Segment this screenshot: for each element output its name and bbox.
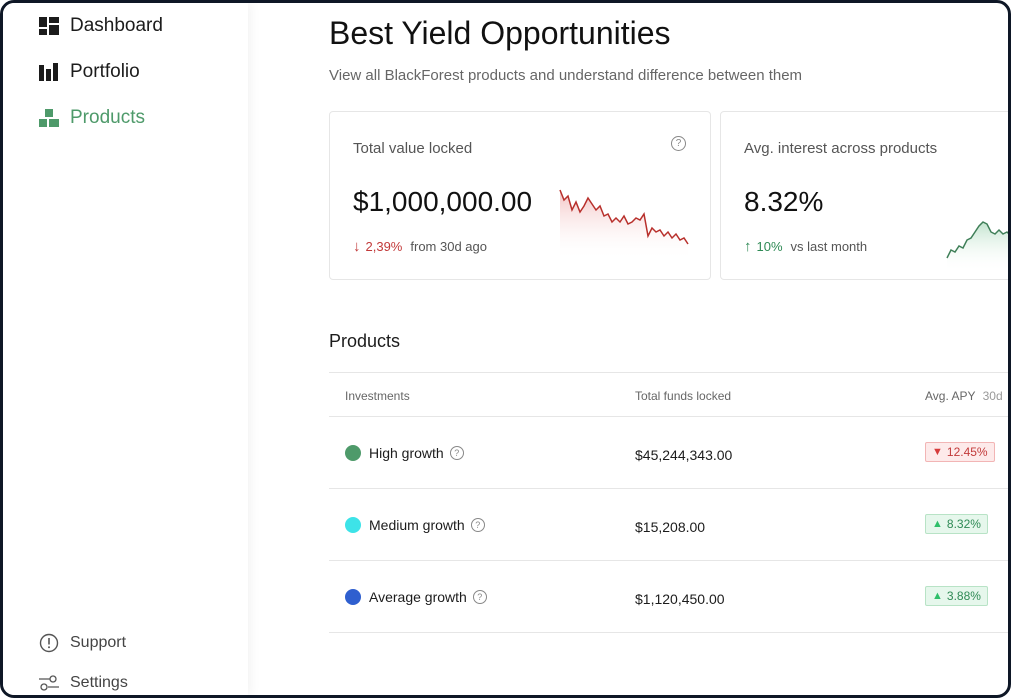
apy-value: 3.88% (946, 589, 981, 603)
sidebar-item-label: Portfolio (70, 61, 140, 82)
triangle-down-icon: ▼ (932, 446, 943, 458)
product-name-cell: Medium growth ? (345, 517, 485, 533)
delta-note: from 30d ago (410, 239, 487, 254)
table-row[interactable]: Medium growth ? $15,208.00 ▲ 8.32% (329, 489, 1008, 561)
funds-cell: $45,244,343.00 (635, 447, 733, 463)
help-icon[interactable]: ? (472, 590, 487, 604)
section-title-products: Products (329, 331, 401, 351)
color-dot (345, 445, 361, 461)
stat-card-avg-interest: Avg. interest across products 8.32% ↑ 10… (720, 111, 1008, 280)
sidebar-item-products[interactable]: Products (38, 107, 145, 129)
sidebar: Dashboard Portfolio Products Support Set… (3, 3, 248, 695)
products-icon (38, 107, 60, 129)
stat-card-total-value-locked: Total value locked ? $1,000,000.00 ↓ 2,3… (329, 111, 711, 280)
column-header-investments[interactable]: Investments (345, 389, 410, 403)
apy-badge: ▲ 3.88% (925, 586, 988, 606)
delta-value: 10% (756, 239, 783, 254)
color-dot (345, 517, 361, 533)
delta-value: 2,39% (365, 239, 403, 254)
funds-cell: $1,120,450.00 (635, 591, 725, 607)
triangle-up-icon: ▲ (932, 518, 943, 530)
apy-value: 12.45% (946, 445, 988, 459)
bar-chart-icon (38, 61, 60, 83)
product-name-cell: Average growth ? (345, 589, 487, 605)
product-name: High growth (369, 445, 444, 461)
sidebar-item-portfolio[interactable]: Portfolio (38, 61, 140, 83)
delta-note: vs last month (790, 239, 868, 254)
sidebar-item-dashboard[interactable]: Dashboard (38, 15, 163, 37)
card-delta: ↓ 2,39% from 30d ago (353, 238, 487, 255)
column-header-funds[interactable]: Total funds locked (635, 389, 732, 403)
table-row[interactable]: Average growth ? $1,120,450.00 ▲ 3.88% (329, 561, 1008, 633)
color-dot (345, 589, 361, 605)
product-name: Medium growth (369, 517, 465, 533)
product-name-cell: High growth ? (345, 445, 464, 461)
main-content: Best Yield Opportunities View all BlackF… (329, 3, 1008, 695)
sidebar-item-label: Support (70, 634, 127, 651)
card-value: 8.32% (744, 186, 824, 217)
sidebar-item-label: Products (70, 107, 145, 128)
apy-badge: ▼ 12.45% (925, 442, 995, 462)
products-table: Investments Total funds locked Avg. APY … (329, 372, 1008, 633)
help-icon[interactable]: ? (671, 136, 686, 151)
funds-cell: $15,208.00 (635, 519, 706, 535)
card-label: Avg. interest across products (744, 140, 938, 157)
card-value: $1,000,000.00 (353, 186, 533, 217)
apy-badge: ▲ 8.32% (925, 514, 988, 534)
sidebar-item-label: Settings (70, 674, 128, 691)
sliders-icon (38, 672, 60, 694)
dashboard-icon (38, 15, 60, 37)
alert-circle-icon (38, 632, 60, 654)
sidebar-item-label: Dashboard (70, 15, 163, 36)
product-name: Average growth (369, 589, 467, 605)
apy-label: Avg. APY (925, 389, 976, 403)
arrow-up-icon: ↑ (744, 238, 752, 255)
triangle-up-icon: ▲ (932, 590, 943, 602)
page-title: Best Yield Opportunities (329, 15, 671, 51)
card-delta: ↑ 10% vs last month (744, 238, 867, 255)
help-icon[interactable]: ? (470, 518, 485, 532)
sparkline-chart-up (946, 221, 1008, 272)
page-subtitle: View all BlackForest products and unders… (329, 67, 803, 84)
sparkline-chart-down (559, 189, 689, 260)
table-row[interactable]: High growth ? $45,244,343.00 ▼ 12.45% (329, 417, 1008, 489)
sidebar-item-support[interactable]: Support (38, 632, 126, 654)
sidebar-item-settings[interactable]: Settings (38, 672, 128, 694)
card-label: Total value locked (353, 140, 473, 157)
help-icon[interactable]: ? (449, 446, 464, 460)
column-header-apy[interactable]: Avg. APY 30d (925, 389, 1003, 403)
apy-value: 8.32% (946, 517, 981, 531)
arrow-down-icon: ↓ (353, 238, 361, 255)
table-header: Investments Total funds locked Avg. APY … (329, 372, 1008, 417)
apy-period: 30d (982, 389, 1003, 403)
